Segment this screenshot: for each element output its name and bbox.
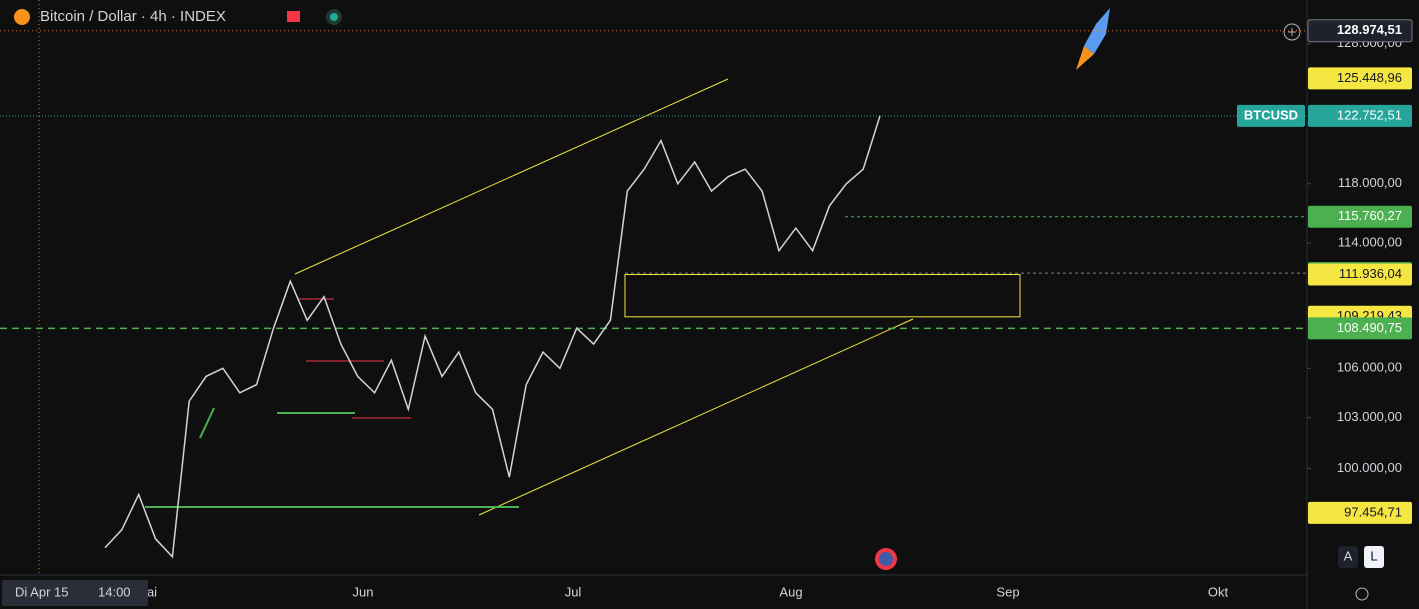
- price-label-box: [1308, 205, 1412, 228]
- x-tick-label: Sep: [996, 584, 1019, 599]
- price-label: 115.760,27: [1338, 208, 1402, 223]
- price-label: 122.752,51: [1337, 107, 1402, 122]
- price-label: 111.936,04: [1339, 266, 1402, 281]
- price-label: 125.448,96: [1337, 70, 1402, 85]
- y-tick-label: 114.000,00: [1338, 235, 1402, 250]
- coin-icon: [14, 9, 30, 25]
- x-tick-label: Okt: [1208, 584, 1229, 599]
- price-label-box: [1308, 263, 1412, 286]
- symbol-tag: BTCUSD: [1244, 107, 1298, 122]
- flag-icon: [287, 11, 300, 22]
- support-line: [199, 407, 215, 439]
- scale-button-label: A: [1344, 548, 1353, 563]
- crosshair-time: 14:00: [98, 584, 131, 599]
- price-label: 108.490,75: [1337, 320, 1402, 335]
- price-label-box: [1307, 19, 1413, 43]
- scale-button[interactable]: [1364, 546, 1384, 568]
- event-icon-inner: [879, 552, 893, 566]
- price-label-box: [1308, 501, 1412, 524]
- price-label: 97.454,71: [1344, 504, 1402, 519]
- trendline: [294, 78, 729, 275]
- x-tick-label: Jun: [353, 584, 374, 599]
- zone-box: [624, 274, 1021, 318]
- scale-button[interactable]: [1338, 546, 1358, 568]
- y-tick-label: 103.000,00: [1337, 409, 1402, 424]
- x-tick-label: Aug: [779, 584, 802, 599]
- y-tick-label: 100.000,00: [1337, 460, 1402, 475]
- crosshair-box: [2, 580, 148, 606]
- x-tick-label: Jul: [565, 584, 582, 599]
- status-dot: [330, 13, 338, 21]
- trendline: [478, 318, 914, 516]
- price-label: 128.974,51: [1337, 22, 1402, 37]
- price-label-box: [1308, 317, 1412, 340]
- price-label-box: [1308, 67, 1412, 90]
- rocket-flame: [1076, 46, 1094, 70]
- y-tick-label: 118.000,00: [1338, 175, 1402, 190]
- x-tick-label: ai: [147, 584, 157, 599]
- scale-button-label: L: [1370, 548, 1377, 563]
- y-tick-label: 106.000,00: [1337, 360, 1402, 375]
- price-line: [104, 115, 881, 559]
- price-label-box: [1308, 104, 1412, 127]
- settings-button[interactable]: [1355, 587, 1369, 601]
- symbol-title: Bitcoin / Dollar · 4h · INDEX: [40, 8, 226, 25]
- add-button[interactable]: [1283, 23, 1301, 41]
- symbol-tag-box: [1237, 104, 1305, 127]
- crosshair-date: Di Apr 15: [15, 584, 68, 599]
